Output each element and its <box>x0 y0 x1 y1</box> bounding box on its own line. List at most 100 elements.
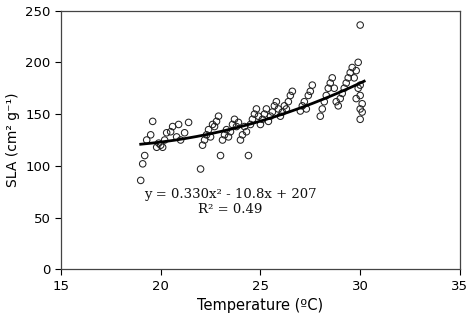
Point <box>287 93 294 98</box>
Point <box>139 161 146 167</box>
Point <box>167 129 174 134</box>
Point <box>356 83 364 88</box>
Point <box>342 80 350 85</box>
Point <box>345 75 352 80</box>
Point <box>271 103 278 108</box>
Point <box>225 134 232 139</box>
Point <box>181 130 188 135</box>
Point <box>207 134 214 139</box>
Point <box>163 130 171 135</box>
Y-axis label: SLA (cm² g⁻¹): SLA (cm² g⁻¹) <box>6 93 19 187</box>
Point <box>328 75 336 80</box>
Point <box>245 153 252 158</box>
Point <box>255 114 262 119</box>
Point <box>233 124 240 129</box>
Point <box>201 137 209 143</box>
Point <box>209 122 216 127</box>
Point <box>304 93 312 98</box>
Point <box>335 103 342 108</box>
Point <box>215 114 222 119</box>
Point <box>299 103 306 108</box>
Point <box>301 99 308 104</box>
Point <box>227 129 234 134</box>
Point <box>243 129 250 134</box>
Point <box>338 91 346 96</box>
Point <box>153 145 161 150</box>
Point <box>203 132 210 137</box>
Point <box>277 114 284 119</box>
Point <box>143 137 150 143</box>
Point <box>137 178 145 183</box>
Point <box>256 122 264 127</box>
Point <box>239 132 246 137</box>
Point <box>249 117 256 122</box>
Point <box>157 143 164 148</box>
Point <box>263 107 270 112</box>
Point <box>356 93 364 98</box>
Point <box>283 107 290 112</box>
Point <box>356 117 364 122</box>
Point <box>274 107 282 112</box>
Point <box>279 109 286 115</box>
Point <box>289 89 296 94</box>
Point <box>149 119 156 124</box>
Point <box>340 86 348 91</box>
Point <box>228 122 236 127</box>
Point <box>185 120 192 125</box>
Point <box>356 23 364 28</box>
Point <box>330 86 338 91</box>
Point <box>355 60 362 65</box>
Point <box>332 99 340 104</box>
Point <box>241 124 248 129</box>
Point <box>281 103 288 108</box>
Point <box>348 65 356 70</box>
Point <box>161 137 168 143</box>
Point <box>356 107 364 112</box>
Point <box>319 107 326 112</box>
Point <box>177 137 184 143</box>
Point <box>266 114 274 119</box>
Point <box>221 132 228 137</box>
Point <box>251 112 258 117</box>
Point <box>358 101 366 106</box>
Point <box>269 109 276 115</box>
Text: y = 0.330x² - 10.8x + 207
R² = 0.49: y = 0.330x² - 10.8x + 207 R² = 0.49 <box>144 188 317 216</box>
Point <box>355 86 362 91</box>
Point <box>322 93 330 98</box>
Point <box>297 108 304 114</box>
Point <box>213 119 220 124</box>
Point <box>261 112 268 117</box>
Point <box>352 68 360 73</box>
Point <box>235 120 242 125</box>
Point <box>141 153 148 158</box>
Point <box>169 124 176 129</box>
Point <box>237 137 244 143</box>
Point <box>199 143 206 148</box>
Point <box>159 145 166 150</box>
Point <box>358 109 366 115</box>
Point <box>211 124 219 129</box>
Point <box>147 132 155 137</box>
Point <box>352 96 360 101</box>
Point <box>350 75 358 80</box>
Point <box>217 153 224 158</box>
Point <box>246 122 254 127</box>
Point <box>259 117 266 122</box>
Point <box>155 141 163 146</box>
Point <box>302 107 310 112</box>
Point <box>346 70 354 75</box>
Point <box>337 96 344 101</box>
Point <box>175 122 182 127</box>
Point <box>264 119 272 124</box>
Point <box>309 83 316 88</box>
Point <box>231 117 238 122</box>
Point <box>205 127 212 132</box>
Point <box>320 99 328 104</box>
Point <box>307 89 314 94</box>
Point <box>284 99 292 104</box>
Point <box>273 99 280 104</box>
X-axis label: Temperature (ºC): Temperature (ºC) <box>197 299 323 314</box>
Point <box>325 86 332 91</box>
Point <box>197 167 204 172</box>
Point <box>223 127 230 132</box>
